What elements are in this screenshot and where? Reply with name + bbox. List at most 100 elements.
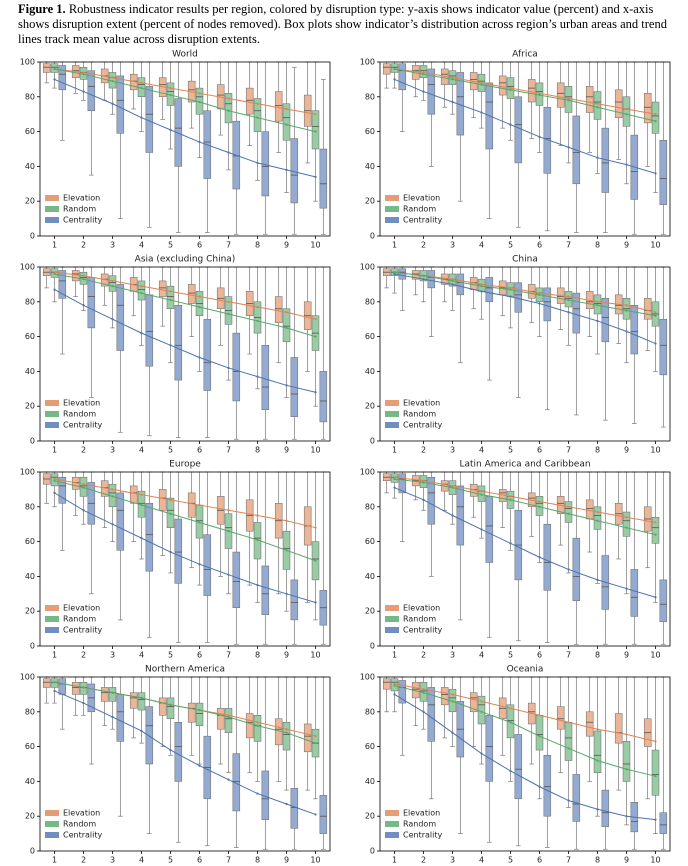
trend-point [625,526,628,529]
trend-line [54,480,316,562]
box [572,292,581,334]
trend-point [625,733,628,736]
trend-point [393,476,396,479]
trend-point [140,696,143,699]
box [166,697,175,720]
trend-point [509,721,512,724]
trend-point [256,375,259,378]
y-tick-label: 60 [25,537,35,546]
box [564,721,573,761]
y-tick-label: 60 [25,127,35,136]
box [253,98,262,132]
legend-swatch [385,605,399,611]
trend-line [54,289,316,393]
trend-point [53,271,56,274]
x-tick-label: 8 [595,446,600,455]
box [398,268,407,280]
trend-point [285,326,288,329]
x-tick-label: 1 [52,651,57,660]
y-tick-label: 0 [370,642,375,651]
x-tick-label: 10 [650,856,660,865]
y-tick-label: 40 [25,162,35,171]
legend-swatch [45,832,59,838]
legend-swatch [385,411,399,417]
caption: Figure 1. Robustness indicator results p… [18,2,672,47]
x-tick-label: 9 [624,651,629,660]
trend-point [285,802,288,806]
y-tick-label: 80 [365,707,375,716]
box [311,110,320,150]
x-tick-label: 4 [139,241,144,250]
panel: Asia (excluding China) 0 20 40 60 80 100 1 2 3 4 5 6… [20,255,331,455]
trend-point [509,286,512,289]
trend-point [625,330,628,333]
y-tick-label: 60 [25,332,35,341]
trend-line [54,681,316,744]
trend-point [393,477,396,481]
trend-point [393,67,396,71]
box [245,87,254,115]
box [129,692,138,709]
legend-swatch [45,605,59,611]
box [174,518,183,584]
trend-point [314,335,317,338]
box [398,473,407,494]
x-tick-label: 7 [226,651,231,660]
trend-line [394,683,656,742]
plot-frame [39,61,331,237]
trend-point [169,748,172,752]
trend-point [422,479,425,482]
box [585,711,594,737]
box [469,692,478,713]
trend-point [82,686,85,689]
x-tick-label: 7 [566,241,571,250]
trend-point [451,279,454,283]
trend-point [314,601,317,604]
trend-point [393,271,396,274]
legend-swatch [45,206,59,212]
trend-point [625,516,628,519]
y-tick-label: 80 [25,297,35,306]
x-tick-label: 3 [450,651,455,660]
trend-point [169,128,172,131]
trend-point [314,130,317,133]
trend-point [140,292,143,295]
x-tick-label: 8 [255,856,260,865]
x-tick-label: 4 [479,651,484,660]
trend-point [538,714,541,717]
trend-point [422,691,425,694]
y-tick-label: 0 [370,232,375,241]
x-tick-label: 3 [450,446,455,455]
trend-point [451,731,454,734]
trend-point [480,81,483,84]
trend-point [256,161,259,165]
trend-point [111,715,114,719]
trend-point [480,528,483,531]
legend-label: Elevation [63,399,100,408]
x-tick-label: 6 [537,651,542,660]
box [622,511,631,537]
trend-point [422,71,425,74]
trend-line [54,271,316,320]
x-tick-label: 8 [595,856,600,865]
trend-point [256,724,259,727]
trend-point [625,309,628,312]
trend-point [654,521,657,524]
trend-point [422,274,425,277]
x-tick-label: 4 [139,446,144,455]
box [651,516,660,544]
y-tick-label: 20 [25,812,35,821]
box [543,106,552,174]
trend-point [596,728,599,731]
y-tick-label: 100 [20,468,35,477]
box [543,523,552,591]
trend-point [169,290,172,293]
box [485,277,494,303]
trend-point [567,568,570,571]
legend-swatch [385,821,399,827]
trend-point [111,488,114,491]
trend-point [82,278,85,281]
box [129,485,138,504]
trend-point [480,290,483,293]
